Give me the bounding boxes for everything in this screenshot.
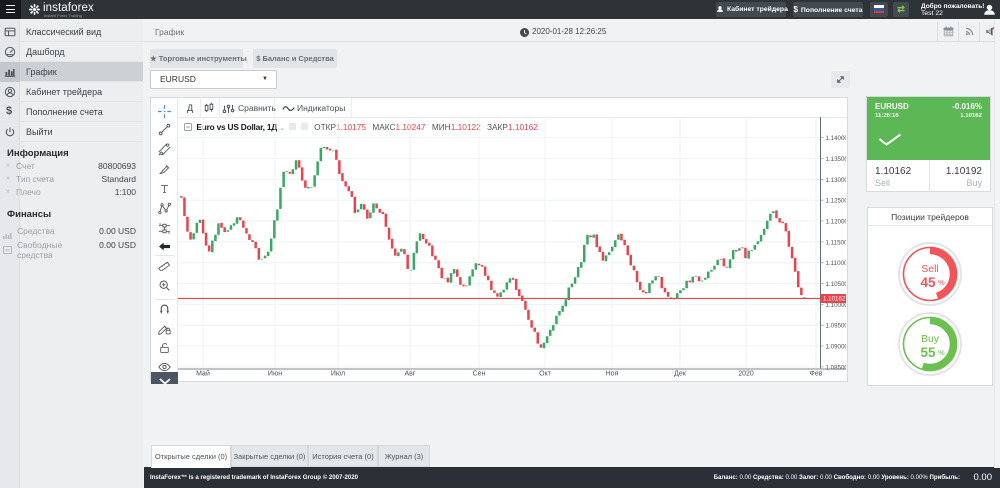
svg-text:1.14000: 1.14000 (826, 135, 847, 142)
svg-text:1.10162: 1.10162 (823, 296, 846, 303)
svg-text:1.13500: 1.13500 (826, 156, 847, 163)
svg-text:1.12000: 1.12000 (826, 218, 847, 225)
svg-text:55: 55 (920, 345, 936, 360)
svg-text:1.13000: 1.13000 (826, 177, 847, 184)
svg-text:1.09500: 1.09500 (826, 323, 847, 330)
svg-text:Июн: Июн (268, 371, 282, 378)
svg-text:Buy: Buy (921, 333, 940, 345)
svg-text:Июл: Июл (331, 371, 345, 378)
svg-text:1.11000: 1.11000 (826, 260, 847, 267)
svg-text:Дек: Дек (674, 371, 687, 378)
svg-text:Авг: Авг (405, 371, 416, 378)
svg-text:1.10500: 1.10500 (826, 281, 847, 288)
svg-text:1.11500: 1.11500 (826, 239, 847, 246)
svg-text:%: % (938, 278, 945, 287)
svg-text:45: 45 (920, 275, 936, 290)
svg-text:Ноя: Ноя (606, 371, 619, 378)
svg-text:1.12500: 1.12500 (826, 198, 847, 205)
svg-text:1.08500: 1.08500 (826, 364, 847, 371)
svg-text:Май: Май (196, 370, 210, 378)
svg-text:1.10000: 1.10000 (826, 302, 847, 309)
svg-text:Фев: Фев (810, 371, 823, 378)
svg-text:1.09000: 1.09000 (826, 343, 847, 350)
svg-text:2020: 2020 (738, 371, 754, 378)
svg-text:Сен: Сен (473, 371, 486, 378)
svg-text:Sell: Sell (921, 263, 939, 275)
svg-text:Окт: Окт (539, 371, 552, 378)
svg-text:%: % (938, 348, 945, 357)
